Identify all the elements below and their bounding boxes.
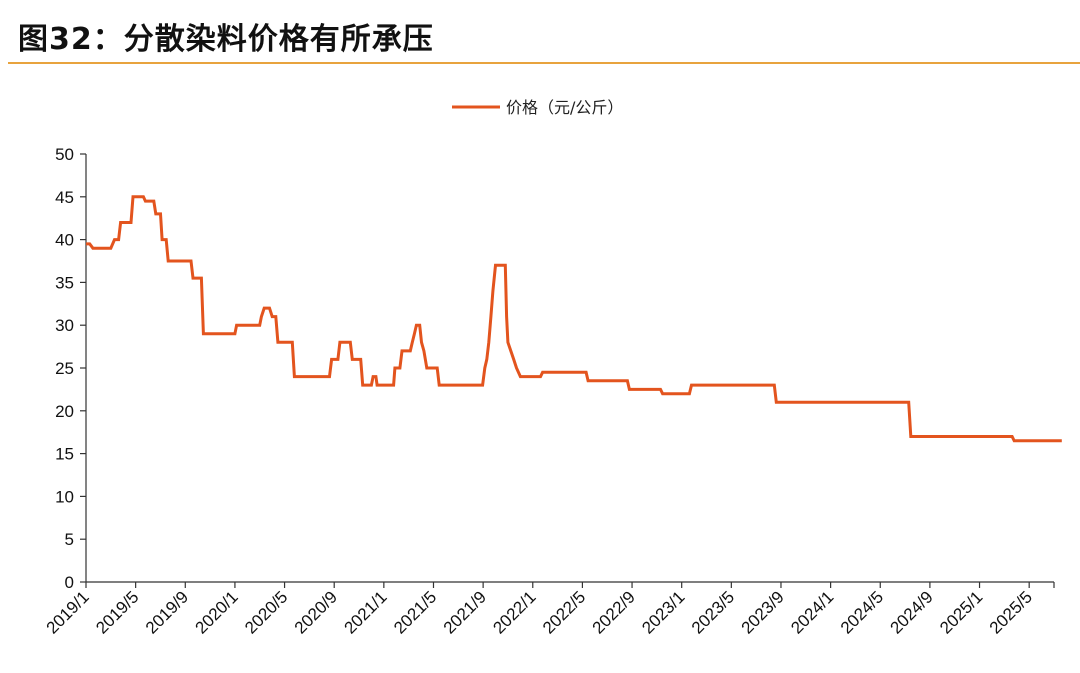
x-tick-label: 2022/5	[539, 587, 589, 637]
x-tick-label: 2025/1	[936, 587, 986, 637]
legend-label: 价格（元/公斤）	[506, 98, 623, 117]
x-tick-label: 2022/1	[489, 587, 539, 637]
y-tick-label: 5	[65, 530, 74, 549]
y-tick-label: 10	[55, 487, 74, 506]
y-tick-label: 15	[55, 445, 74, 464]
x-tick-label: 2020/5	[241, 587, 291, 637]
x-tick-label: 2021/5	[390, 587, 440, 637]
x-tick-label: 2022/9	[589, 587, 639, 637]
title-divider	[8, 62, 1080, 64]
x-tick-label: 2025/5	[986, 587, 1036, 637]
x-tick-label: 2023/5	[688, 587, 738, 637]
figure-title: 图32：分散染料价格有所承压	[18, 22, 434, 57]
x-tick-label: 2023/9	[738, 587, 788, 637]
x-tick-label: 2019/1	[43, 587, 93, 637]
x-tick-label: 2020/1	[192, 587, 242, 637]
x-tick-label: 2024/1	[787, 587, 837, 637]
x-tick-label: 2021/1	[340, 587, 390, 637]
y-tick-label: 40	[55, 231, 74, 250]
y-tick-label: 25	[55, 359, 74, 378]
series-line-price	[86, 195, 1062, 443]
y-tick-label: 35	[55, 273, 74, 292]
y-tick-label: 0	[65, 573, 74, 592]
x-tick-label: 2020/9	[291, 587, 341, 637]
y-axis: 0 5 10 15 20 25 30 35 40 45 50	[55, 145, 87, 592]
x-axis: 2019/1 2019/5 2019/9 2020/1 2020/5 2020/9 2021…	[43, 581, 1055, 638]
x-tick-label: 2019/9	[142, 587, 192, 637]
x-tick-label: 2024/5	[837, 587, 887, 637]
x-tick-label: 2024/9	[887, 587, 937, 637]
y-tick-label: 30	[55, 316, 74, 335]
chart-legend: 价格（元/公斤）	[452, 98, 623, 117]
y-tick-label: 45	[55, 188, 74, 207]
x-tick-label: 2021/9	[440, 587, 490, 637]
y-tick-label: 20	[55, 402, 74, 421]
y-tick-label: 50	[55, 145, 74, 164]
x-tick-label: 2019/5	[92, 587, 142, 637]
x-tick-label: 2023/1	[638, 587, 688, 637]
